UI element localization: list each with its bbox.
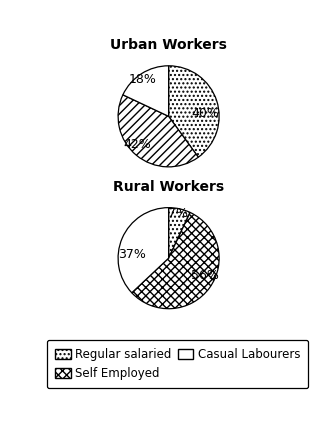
Wedge shape [168, 66, 219, 157]
Text: 7%: 7% [168, 207, 188, 220]
Wedge shape [132, 213, 219, 309]
Text: 42%: 42% [123, 138, 151, 151]
Wedge shape [118, 208, 169, 293]
Wedge shape [118, 95, 198, 167]
Legend: Regular salaried, Self Employed, Casual Labourers: Regular salaried, Self Employed, Casual … [47, 340, 309, 389]
Text: 18%: 18% [128, 74, 156, 86]
Wedge shape [168, 208, 190, 258]
Title: Rural Workers: Rural Workers [113, 180, 224, 194]
Text: 37%: 37% [118, 248, 146, 260]
Text: 40%: 40% [191, 107, 219, 120]
Wedge shape [123, 66, 169, 117]
Title: Urban Workers: Urban Workers [110, 38, 227, 52]
Text: 56%: 56% [191, 269, 219, 282]
